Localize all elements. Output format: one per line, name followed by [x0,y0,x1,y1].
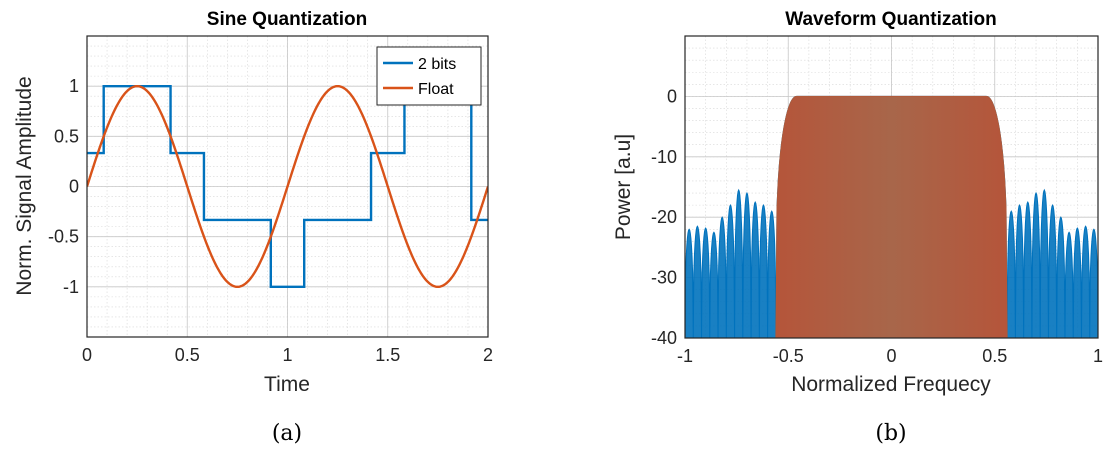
x-tick-label: 0 [886,346,896,366]
y-tick-label: -0.5 [48,227,79,247]
x-tick-label: 0.5 [175,345,200,365]
chart-b-ticks: -1 -0.5 0 0.5 1 -40 -30 -20 -10 0 [651,86,1103,366]
y-tick-label: -1 [63,277,79,297]
x-tick-label: 1 [282,345,292,365]
chart-a-ticks: 0 0.5 1 1.5 2 -1 -0.5 0 0.5 1 [48,76,493,365]
chart-b-series [685,95,1098,338]
series-line-float [87,84,488,289]
y-tick-label: 0.5 [54,126,79,146]
y-tick-label: -20 [651,207,677,227]
series-area-float [775,95,1008,338]
chart-waveform-quantization: -1 -0.5 0 0.5 1 -40 -30 -20 -10 0 Waveform Quanti… [612,9,1103,446]
chart-a-caption: (a) [272,421,302,446]
chart-sine-quantization: 0 0.5 1 1.5 2 -1 -0.5 0 0.5 1 Sine Quantization T… [13,9,493,446]
x-tick-label: 1 [1093,346,1103,366]
x-tick-label: 1.5 [375,345,400,365]
y-tick-label: 1 [69,76,79,96]
legend-box [376,46,482,106]
chart-b-title: Waveform Quantization [785,9,996,30]
chart-a-axes-box [86,35,489,338]
x-tick-label: 0.5 [982,346,1007,366]
chart-a-xlabel: Time [264,373,310,396]
y-tick-label: -30 [651,268,677,288]
chart-a-ylabel: Norm. Signal Amplitude [13,76,36,295]
chart-a-title: Sine Quantization [207,9,367,30]
y-tick-label: -10 [651,147,677,167]
chart-b-axes-box [684,35,1099,339]
y-tick-label: 0 [667,86,677,106]
chart-b-ylabel: Power [a.u] [612,134,635,240]
x-tick-label: -1 [677,346,693,366]
x-tick-label: -0.5 [773,346,804,366]
y-tick-label: -40 [651,328,677,348]
chart-a-legend: 2 bits Float [376,46,482,106]
x-tick-label: 2 [483,345,493,365]
legend-label-float: Float [418,81,454,98]
legend-label-2-bits: 2 bits [418,56,456,73]
chart-b-caption: (b) [875,421,906,446]
y-tick-label: 0 [69,177,79,197]
x-tick-label: 0 [82,345,92,365]
chart-b-xlabel: Normalized Frequecy [791,373,991,396]
